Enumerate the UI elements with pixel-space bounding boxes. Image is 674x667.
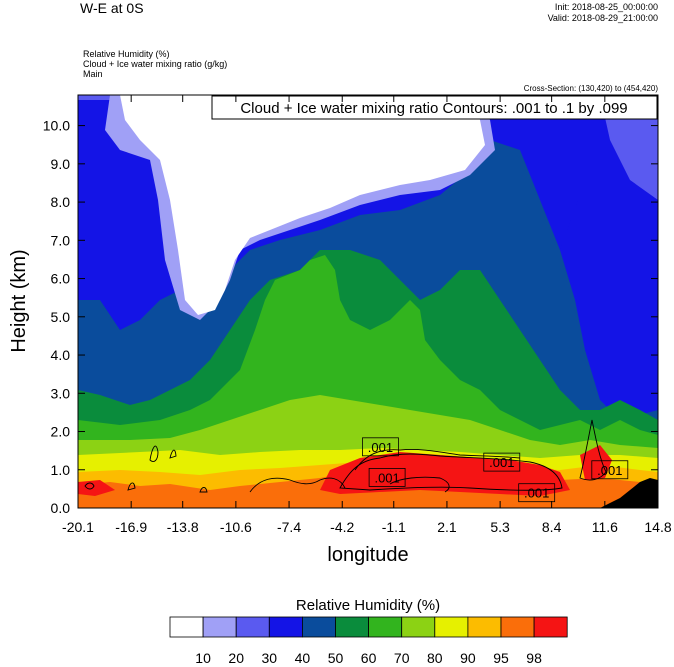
colorbar-label: 70 — [394, 650, 410, 666]
colorbar-label: 80 — [427, 650, 443, 666]
contour-info-box — [211, 95, 658, 120]
y-tick-label: 3.0 — [51, 385, 71, 401]
x-tick-label: 5.3 — [490, 519, 510, 535]
colorbar-swatch — [467, 616, 502, 638]
y-tick-label: 10.0 — [43, 118, 70, 134]
colorbar-label: 90 — [460, 650, 476, 666]
field-cloud: Cloud + Ice water mixing ratio (g/kg) — [83, 59, 228, 69]
contour-line — [169, 449, 177, 459]
x-tick-label: -13.8 — [167, 519, 199, 535]
x-tick-label: -4.2 — [330, 519, 354, 535]
colorbar-label: 98 — [526, 650, 542, 666]
colorbar-swatch — [235, 616, 270, 638]
x-tick-label: -20.1 — [62, 519, 94, 535]
contour-label: .001 — [489, 455, 514, 470]
y-tick-label: 0.0 — [51, 500, 71, 516]
y-axis-label: Height (km) — [8, 249, 30, 352]
time-info: Init: 2018-08-25_00:00:00 Valid: 2018-08… — [548, 2, 658, 24]
y-tick-label: 6.0 — [51, 271, 71, 287]
cross-section-label: Cross-Section: (130,420) to (454,420) — [523, 84, 658, 93]
field-rh: Relative Humidity (%) — [83, 49, 170, 59]
contour-line — [199, 487, 208, 493]
colorbar-label: 20 — [228, 650, 244, 666]
contour-label-box — [362, 437, 399, 457]
contour-label-box — [368, 468, 406, 487]
y-tick-label: 2.0 — [51, 424, 71, 440]
x-tick-label: 14.8 — [644, 519, 671, 535]
x-tick-label: -1.1 — [382, 519, 406, 535]
contour-label-box — [483, 452, 521, 472]
contour-label-box — [518, 483, 556, 503]
colorbar-label: 95 — [493, 650, 509, 666]
y-tick-label: 7.0 — [51, 232, 71, 248]
y-tick-label: 8.0 — [51, 194, 71, 210]
contour-label: .001 — [368, 440, 393, 455]
contour-label-box — [591, 460, 629, 480]
x-tick-label: -16.9 — [115, 519, 147, 535]
contour-line — [149, 445, 159, 463]
x-tick-label: -7.4 — [277, 519, 301, 535]
colorbar-swatch — [268, 616, 303, 638]
colorbar-swatch — [335, 616, 369, 638]
terrain — [600, 478, 658, 508]
colorbar-swatch — [500, 616, 535, 638]
contour-line — [339, 453, 563, 491]
contour-info-text: Cloud + Ice water mixing ratio Contours:… — [240, 100, 627, 117]
contour-label: .001 — [374, 470, 399, 485]
x-axis-label: longitude — [327, 544, 408, 566]
colorbar-label: 40 — [295, 650, 311, 666]
y-tick-label: 5.0 — [51, 309, 71, 325]
contour-label: .001 — [524, 486, 549, 501]
x-axis: -20.1 -16.9 -13.8 -10.6 -7.4 -4.2 -1.1 2.1 5.3 8.… — [62, 95, 672, 535]
contour-line — [579, 419, 607, 481]
colorbar-swatch — [533, 616, 568, 638]
contour-label: .001 — [597, 463, 622, 478]
plot-frame — [77, 94, 659, 509]
y-axis: 0.0 1.0 2.0 3.0 4.0 5.0 6.0 7.0 8.0 9.0 10.0 — [43, 118, 658, 516]
colorbar-swatch — [169, 616, 204, 638]
contour-line — [249, 477, 346, 493]
cloud-contours — [84, 419, 607, 493]
x-tick-label: 2.1 — [437, 519, 457, 535]
band-98 — [78, 445, 612, 496]
colorbar-swatch — [202, 616, 237, 638]
colorbar-swatch — [434, 616, 469, 638]
colorbar-swatch — [301, 616, 336, 638]
y-tick-label: 9.0 — [51, 156, 71, 172]
chart-title: W-E at 0S — [80, 0, 144, 16]
init-time: Init: 2018-08-25_00:00:00 — [554, 2, 658, 12]
colorbar-label: 10 — [195, 650, 211, 666]
contour-labels: .001 .001 .001 .001 .001 — [362, 437, 629, 503]
colorbar-label: 50 — [328, 650, 344, 666]
colorbar-label: 30 — [262, 650, 278, 666]
colorbar-swatch — [368, 616, 403, 638]
y-tick-label: 4.0 — [51, 347, 71, 363]
field-list: Relative Humidity (%) Cloud + Ice water … — [83, 49, 227, 79]
colorbar-title: Relative Humidity (%) — [296, 597, 440, 614]
x-tick-label: 8.4 — [542, 519, 562, 535]
y-tick-label: 1.0 — [51, 462, 71, 478]
x-tick-label: -10.6 — [220, 519, 252, 535]
humidity-field — [78, 95, 658, 508]
band-10 — [120, 95, 485, 315]
valid-time: Valid: 2018-08-29_21:00:00 — [547, 13, 658, 23]
field-main: Main — [83, 69, 103, 79]
contour-line — [127, 482, 136, 491]
contour-line — [354, 449, 521, 471]
contour-line — [84, 482, 95, 490]
contour-line — [389, 476, 450, 493]
colorbar-swatch — [401, 616, 436, 638]
colorbar: 10 20 30 40 50 60 70 80 90 95 98 — [169, 616, 568, 666]
colorbar-label: 60 — [361, 650, 377, 666]
x-tick-label: 11.6 — [592, 519, 618, 535]
